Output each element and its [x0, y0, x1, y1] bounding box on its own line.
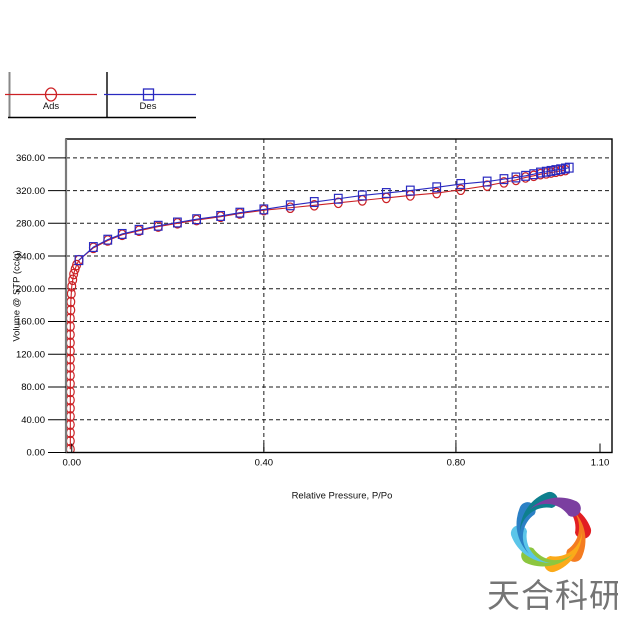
tick-labels: 0.00 40.00 80.00 120.00 160.00 200.00 240.00 28…	[16, 153, 609, 468]
watermark-text: 天合科研	[487, 579, 618, 615]
plot-border	[64, 138, 613, 454]
x-axis-title: Relative Pressure, P/Po	[291, 490, 393, 502]
gridlines	[66, 139, 612, 453]
svg-text:0.00: 0.00	[63, 458, 82, 469]
svg-text:120.00: 120.00	[16, 349, 45, 360]
axis-ticks	[48, 157, 601, 453]
svg-text:240.00: 240.00	[16, 251, 45, 262]
svg-text:160.00: 160.00	[16, 317, 45, 328]
svg-text:0.80: 0.80	[447, 458, 466, 469]
svg-text:80.00: 80.00	[21, 382, 45, 393]
y-axis-title: Volume @ STP (cc/g)	[11, 250, 23, 342]
svg-text:0.00: 0.00	[27, 448, 46, 459]
legend	[5, 72, 196, 119]
legend-label-des: Des	[139, 101, 157, 112]
svg-text:40.00: 40.00	[21, 415, 45, 426]
des-series	[74, 162, 574, 266]
ads-series	[66, 164, 570, 453]
svg-text:200.00: 200.00	[16, 284, 45, 295]
svg-text:0.40: 0.40	[255, 458, 274, 469]
watermark-logo	[510, 491, 592, 573]
legend-label-ads: Ads	[42, 101, 60, 112]
svg-text:280.00: 280.00	[16, 219, 45, 230]
svg-text:320.00: 320.00	[16, 186, 45, 197]
svg-text:360.00: 360.00	[16, 153, 45, 164]
svg-text:1.10: 1.10	[591, 458, 610, 469]
